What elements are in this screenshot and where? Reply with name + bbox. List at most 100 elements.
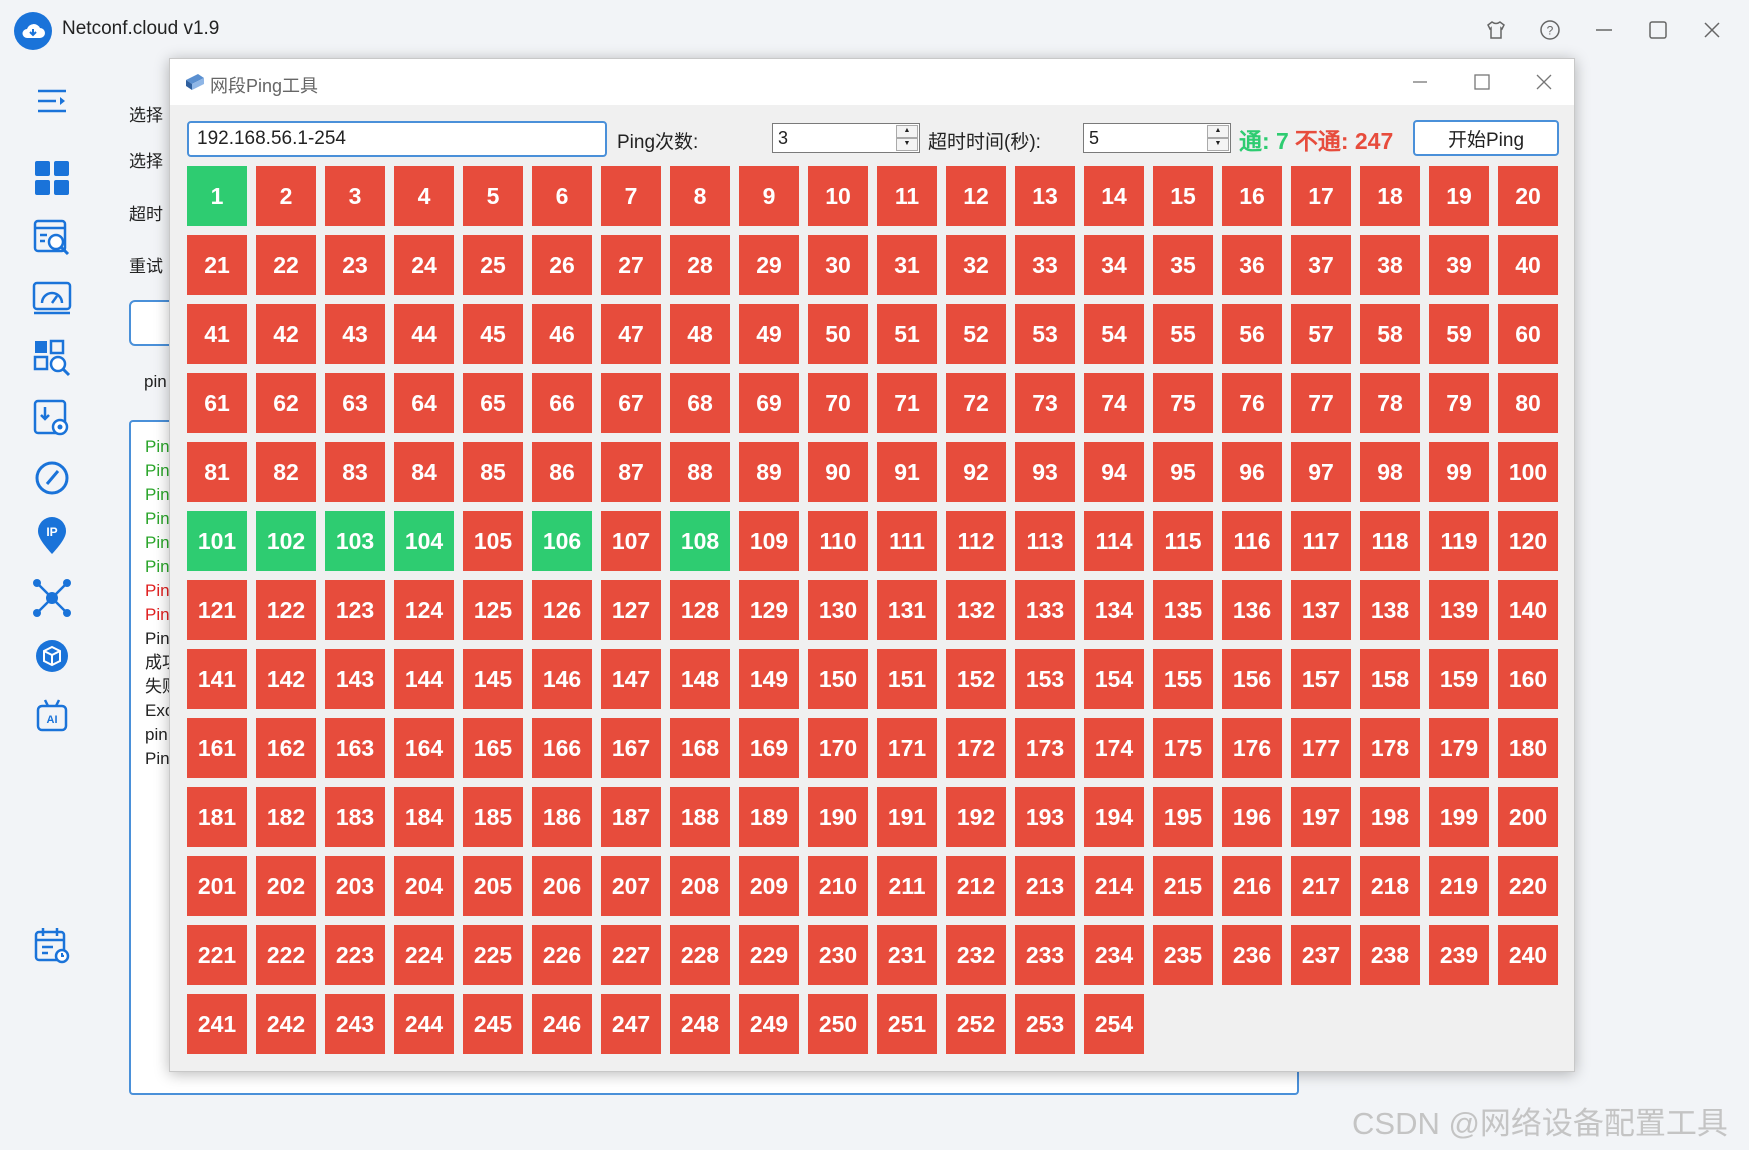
host-cell[interactable]: 27: [601, 235, 661, 295]
host-cell[interactable]: 198: [1360, 787, 1420, 847]
host-cell[interactable]: 239: [1429, 925, 1489, 985]
host-cell[interactable]: 207: [601, 856, 661, 916]
host-cell[interactable]: 58: [1360, 304, 1420, 364]
host-cell[interactable]: 30: [808, 235, 868, 295]
host-cell[interactable]: 212: [946, 856, 1006, 916]
host-cell[interactable]: 109: [739, 511, 799, 571]
host-cell[interactable]: 101: [187, 511, 247, 571]
host-cell[interactable]: 196: [1222, 787, 1282, 847]
host-cell[interactable]: 14: [1084, 166, 1144, 226]
host-cell[interactable]: 20: [1498, 166, 1558, 226]
host-cell[interactable]: 8: [670, 166, 730, 226]
host-cell[interactable]: 12: [946, 166, 1006, 226]
host-cell[interactable]: 57: [1291, 304, 1351, 364]
host-cell[interactable]: 229: [739, 925, 799, 985]
host-cell[interactable]: 87: [601, 442, 661, 502]
host-cell[interactable]: 254: [1084, 994, 1144, 1054]
host-cell[interactable]: 66: [532, 373, 592, 433]
device-search-icon[interactable]: [31, 217, 73, 259]
host-cell[interactable]: 49: [739, 304, 799, 364]
host-cell[interactable]: 47: [601, 304, 661, 364]
host-cell[interactable]: 115: [1153, 511, 1213, 571]
host-cell[interactable]: 22: [256, 235, 316, 295]
host-cell[interactable]: 88: [670, 442, 730, 502]
host-cell[interactable]: 159: [1429, 649, 1489, 709]
host-cell[interactable]: 140: [1498, 580, 1558, 640]
host-cell[interactable]: 126: [532, 580, 592, 640]
host-cell[interactable]: 174: [1084, 718, 1144, 778]
host-cell[interactable]: 151: [877, 649, 937, 709]
host-cell[interactable]: 132: [946, 580, 1006, 640]
host-cell[interactable]: 83: [325, 442, 385, 502]
ping-count-spinner[interactable]: ▲ ▼: [772, 123, 920, 153]
host-cell[interactable]: 92: [946, 442, 1006, 502]
dialog-maximize-icon[interactable]: [1462, 67, 1502, 97]
host-cell[interactable]: 94: [1084, 442, 1144, 502]
host-cell[interactable]: 93: [1015, 442, 1075, 502]
spin-down-icon[interactable]: ▼: [896, 138, 918, 151]
host-cell[interactable]: 112: [946, 511, 1006, 571]
speed-gauge-icon[interactable]: [31, 457, 73, 499]
host-cell[interactable]: 73: [1015, 373, 1075, 433]
host-cell[interactable]: 39: [1429, 235, 1489, 295]
host-cell[interactable]: 81: [187, 442, 247, 502]
host-cell[interactable]: 84: [394, 442, 454, 502]
host-cell[interactable]: 10: [808, 166, 868, 226]
skin-icon[interactable]: [1481, 15, 1511, 45]
host-cell[interactable]: 133: [1015, 580, 1075, 640]
host-cell[interactable]: 156: [1222, 649, 1282, 709]
host-cell[interactable]: 45: [463, 304, 523, 364]
host-cell[interactable]: 227: [601, 925, 661, 985]
host-cell[interactable]: 208: [670, 856, 730, 916]
host-cell[interactable]: 77: [1291, 373, 1351, 433]
host-cell[interactable]: 221: [187, 925, 247, 985]
spin-up-icon[interactable]: ▲: [1207, 125, 1229, 138]
host-cell[interactable]: 147: [601, 649, 661, 709]
host-cell[interactable]: 184: [394, 787, 454, 847]
host-cell[interactable]: 26: [532, 235, 592, 295]
host-cell[interactable]: 100: [1498, 442, 1558, 502]
host-cell[interactable]: 69: [739, 373, 799, 433]
host-cell[interactable]: 188: [670, 787, 730, 847]
timeout-input[interactable]: [1084, 124, 1204, 152]
host-cell[interactable]: 150: [808, 649, 868, 709]
host-cell[interactable]: 189: [739, 787, 799, 847]
host-cell[interactable]: 21: [187, 235, 247, 295]
host-cell[interactable]: 164: [394, 718, 454, 778]
host-cell[interactable]: 136: [1222, 580, 1282, 640]
host-cell[interactable]: 60: [1498, 304, 1558, 364]
maximize-icon[interactable]: [1643, 15, 1673, 45]
host-cell[interactable]: 121: [187, 580, 247, 640]
host-cell[interactable]: 152: [946, 649, 1006, 709]
host-cell[interactable]: 55: [1153, 304, 1213, 364]
host-cell[interactable]: 252: [946, 994, 1006, 1054]
host-cell[interactable]: 82: [256, 442, 316, 502]
ip-range-input[interactable]: [187, 121, 607, 157]
host-cell[interactable]: 214: [1084, 856, 1144, 916]
host-cell[interactable]: 124: [394, 580, 454, 640]
host-cell[interactable]: 180: [1498, 718, 1558, 778]
host-cell[interactable]: 175: [1153, 718, 1213, 778]
host-cell[interactable]: 107: [601, 511, 661, 571]
host-cell[interactable]: 120: [1498, 511, 1558, 571]
ping-count-input[interactable]: [773, 124, 893, 152]
host-cell[interactable]: 127: [601, 580, 661, 640]
host-cell[interactable]: 19: [1429, 166, 1489, 226]
host-cell[interactable]: 149: [739, 649, 799, 709]
network-topology-icon[interactable]: [31, 577, 73, 619]
host-cell[interactable]: 135: [1153, 580, 1213, 640]
host-cell[interactable]: 32: [946, 235, 1006, 295]
host-cell[interactable]: 145: [463, 649, 523, 709]
host-cell[interactable]: 85: [463, 442, 523, 502]
ai-assistant-icon[interactable]: AI: [31, 695, 73, 737]
host-cell[interactable]: 35: [1153, 235, 1213, 295]
start-ping-button[interactable]: 开始Ping: [1413, 120, 1559, 156]
host-cell[interactable]: 158: [1360, 649, 1420, 709]
host-cell[interactable]: 125: [463, 580, 523, 640]
host-cell[interactable]: 102: [256, 511, 316, 571]
host-cell[interactable]: 225: [463, 925, 523, 985]
host-cell[interactable]: 206: [532, 856, 592, 916]
host-cell[interactable]: 75: [1153, 373, 1213, 433]
host-cell[interactable]: 141: [187, 649, 247, 709]
host-cell[interactable]: 177: [1291, 718, 1351, 778]
